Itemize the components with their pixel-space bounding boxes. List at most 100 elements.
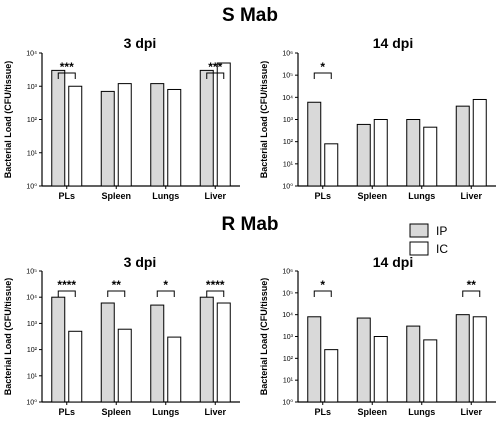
bar-ic-lungs xyxy=(423,339,438,403)
bar-ip-spleen xyxy=(356,317,371,403)
y-axis-label: Bacterial Load (CFU/tissue) xyxy=(3,61,13,179)
significance-label: *** xyxy=(208,60,222,74)
bar-ic-lungs xyxy=(167,88,182,187)
y-tick-label: 10³ xyxy=(27,84,38,91)
x-tick-label: PLs xyxy=(314,191,331,201)
bar-ic-pls xyxy=(324,349,339,403)
y-tick-label: 10¹ xyxy=(27,373,38,380)
significance-bracket xyxy=(57,290,76,297)
bar-ic-pls xyxy=(68,330,83,403)
y-tick-label: 10³ xyxy=(27,321,38,328)
y-tick-label: 10⁵ xyxy=(26,269,37,276)
bar-ic-liver xyxy=(216,62,231,187)
significance-bracket xyxy=(206,290,225,297)
x-tick-label: PLs xyxy=(58,407,75,417)
significance-label: ** xyxy=(112,278,122,292)
bar-ip-pls xyxy=(307,101,322,187)
significance-label: ** xyxy=(467,278,477,292)
bar-ic-liver xyxy=(472,98,487,187)
y-tick-label: 10² xyxy=(283,139,294,146)
y-tick-label: 10² xyxy=(27,117,38,124)
legend-swatch-ic xyxy=(409,241,429,256)
bar-ip-lungs xyxy=(406,325,421,403)
y-tick-label: 10² xyxy=(283,356,294,363)
legend-label-ip: IP xyxy=(436,224,447,238)
significance-bracket xyxy=(462,290,481,297)
y-tick-label: 10⁰ xyxy=(282,399,293,407)
x-tick-label: Liver xyxy=(460,191,482,201)
x-tick-label: Liver xyxy=(204,407,226,417)
panel-title: 14 dpi xyxy=(373,35,413,51)
x-tick-label: PLs xyxy=(58,191,75,201)
bar-ic-spleen xyxy=(117,83,132,187)
y-tick-label: 10⁵ xyxy=(282,73,293,80)
bar-ip-pls xyxy=(51,69,66,187)
x-tick-label: Liver xyxy=(460,407,482,417)
chart-panel-2: 3 dpi Bacterial Load (CFU/tissue) 10⁰ 10¹ 10… xyxy=(3,254,240,417)
significance-bracket xyxy=(313,290,332,297)
significance-label: **** xyxy=(206,278,225,292)
panel-title: 14 dpi xyxy=(373,254,413,270)
significance-bracket xyxy=(313,72,332,79)
significance-bracket xyxy=(156,290,175,297)
x-tick-label: Lungs xyxy=(408,407,435,417)
x-tick-label: Spleen xyxy=(357,191,387,201)
bar-ip-lungs xyxy=(150,304,165,403)
y-tick-label: 10⁶ xyxy=(282,51,293,58)
significance-label: **** xyxy=(57,278,76,292)
legend-label-ic: IC xyxy=(436,242,448,256)
section-title-r-mab: R Mab xyxy=(222,214,279,235)
y-tick-label: 10⁴ xyxy=(282,95,293,102)
y-axis-label: Bacterial Load (CFU/tissue) xyxy=(259,278,269,396)
y-tick-label: 10¹ xyxy=(283,161,294,168)
x-tick-label: Spleen xyxy=(357,407,387,417)
y-tick-label: 10⁵ xyxy=(282,290,293,297)
bar-ic-liver xyxy=(472,316,487,403)
significance-label: * xyxy=(163,278,168,292)
bar-ic-pls xyxy=(68,85,83,187)
bar-ic-liver xyxy=(216,302,231,403)
x-tick-label: PLs xyxy=(314,407,331,417)
significance-label: * xyxy=(320,60,325,74)
bar-ip-pls xyxy=(307,316,322,403)
chart-panel-0: 3 dpi Bacterial Load (CFU/tissue) 10⁰ 10¹ 10… xyxy=(3,35,240,201)
significance-bracket xyxy=(57,72,76,79)
y-tick-label: 10³ xyxy=(283,117,294,124)
section-title-s-mab: S Mab xyxy=(222,5,278,26)
bar-ip-liver xyxy=(455,105,470,187)
y-tick-label: 10⁴ xyxy=(26,51,37,58)
bar-ip-pls xyxy=(51,296,66,403)
y-tick-label: 10⁰ xyxy=(26,399,37,407)
y-axis-label: Bacterial Load (CFU/tissue) xyxy=(3,278,13,396)
significance-label: *** xyxy=(60,60,74,74)
legend-swatch-ip xyxy=(409,223,429,238)
y-tick-label: 10³ xyxy=(283,334,294,341)
bar-ip-spleen xyxy=(100,302,115,403)
chart-panel-1: 14 dpi Bacterial Load (CFU/tissue) 10⁰ 10¹ 1… xyxy=(259,35,496,201)
bar-ic-spleen xyxy=(373,119,388,187)
y-tick-label: 10⁴ xyxy=(282,312,293,319)
y-tick-label: 10¹ xyxy=(27,150,38,157)
y-axis-label: Bacterial Load (CFU/tissue) xyxy=(259,61,269,179)
x-tick-label: Lungs xyxy=(408,191,435,201)
significance-bracket xyxy=(206,72,225,79)
bar-ip-lungs xyxy=(406,119,421,187)
x-tick-label: Liver xyxy=(204,191,226,201)
x-tick-label: Spleen xyxy=(101,191,131,201)
bar-ip-liver xyxy=(199,296,214,403)
x-tick-label: Spleen xyxy=(101,407,131,417)
y-tick-label: 10⁰ xyxy=(26,183,37,191)
chart-panel-3: 14 dpi Bacterial Load (CFU/tissue) 10⁰ 10¹ 1… xyxy=(259,254,496,417)
bar-ic-lungs xyxy=(423,126,438,187)
y-tick-label: 10² xyxy=(27,347,38,354)
bar-ip-liver xyxy=(199,69,214,187)
significance-bracket xyxy=(107,290,126,297)
panel-title: 3 dpi xyxy=(124,35,157,51)
bar-ip-spleen xyxy=(100,90,115,187)
y-tick-label: 10⁶ xyxy=(282,269,293,276)
y-tick-label: 10¹ xyxy=(283,378,294,385)
y-tick-label: 10⁴ xyxy=(26,295,37,302)
bar-ip-liver xyxy=(455,314,470,403)
x-tick-label: Lungs xyxy=(152,191,179,201)
